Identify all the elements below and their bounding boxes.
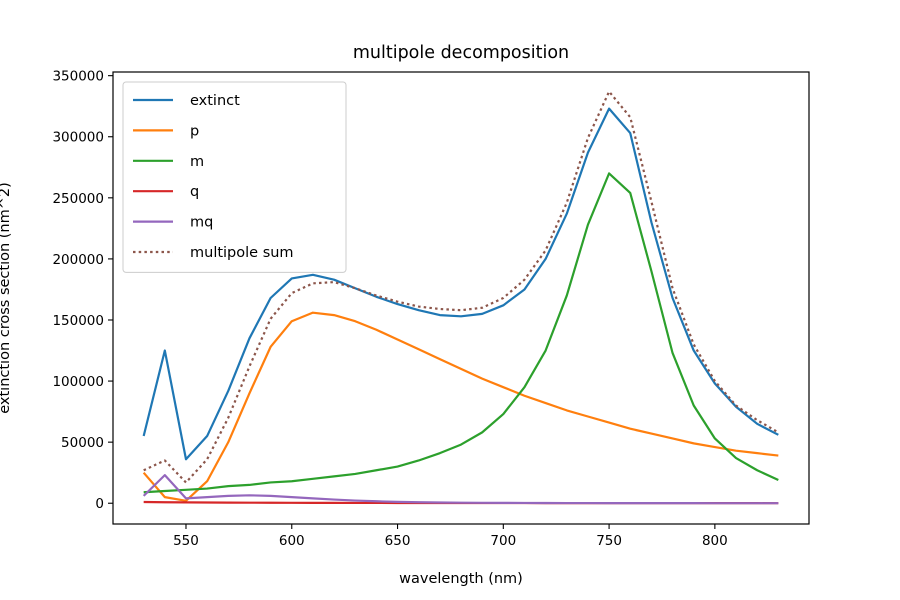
- series-line-p: [142, 311, 779, 502]
- series-line-extinct: [142, 107, 779, 461]
- y-tick-label: 0: [95, 496, 104, 512]
- y-axis-label: extinction cross section (nm^2): [0, 182, 13, 414]
- legend-label-q: q: [190, 184, 199, 200]
- y-tick-label: 300000: [52, 130, 104, 146]
- x-tick-label: 650: [385, 533, 411, 549]
- legend-label-mq: mq: [190, 215, 213, 231]
- y-tick-label: 200000: [52, 252, 104, 268]
- y-tick-label: 150000: [52, 313, 104, 329]
- axes-frame: [112, 71, 810, 525]
- x-tick-label: 700: [490, 533, 516, 549]
- legend-label-p: p: [190, 123, 199, 139]
- y-tick-label: 100000: [52, 374, 104, 390]
- legend-label-multipole-sum: multipole sum: [190, 245, 294, 261]
- x-tick-label: 750: [596, 533, 622, 549]
- series-line-mq: [142, 474, 779, 505]
- y-tick-label: 350000: [52, 69, 104, 85]
- x-tick-label: 600: [279, 533, 305, 549]
- x-tick-label: 550: [173, 533, 199, 549]
- chart-title: multipole decomposition: [353, 43, 569, 63]
- y-tick-label: 250000: [52, 191, 104, 207]
- x-tick-label: 800: [702, 533, 728, 549]
- y-tick-label: 50000: [61, 435, 104, 451]
- legend-label-extinct: extinct: [190, 93, 240, 109]
- series-line-m: [143, 172, 779, 494]
- legend-box: [122, 81, 347, 273]
- plot-area: 550 600 650 700 750 800 0 50000 100000 150000 2000…: [52, 69, 810, 549]
- legend-label-m: m: [190, 154, 204, 170]
- series-group: [142, 90, 779, 505]
- x-axis-label: wavelength (nm): [399, 571, 523, 587]
- series-line-multipole-sum: [143, 90, 779, 484]
